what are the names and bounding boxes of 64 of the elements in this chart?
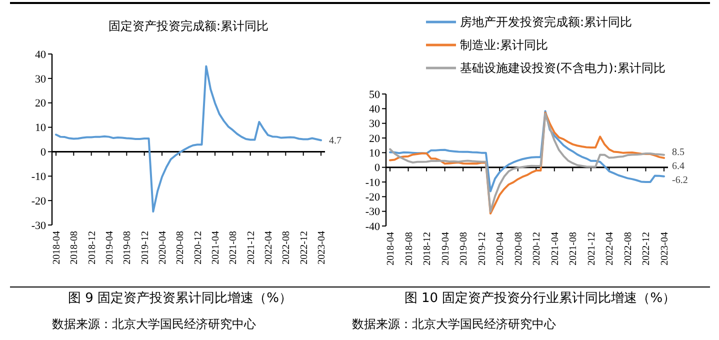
x-tick-label: 2022-12: [298, 231, 310, 264]
caption: 图 9 固定资产投资累计同比增速（%）: [68, 291, 292, 306]
x-tick-label: 2019-08: [122, 231, 134, 264]
x-tick-label: 2021-04: [550, 232, 561, 266]
x-tick-label: 2020-12: [192, 231, 204, 264]
annotation: 8.5: [672, 147, 684, 158]
x-tick-label: 2023-04: [660, 232, 670, 266]
x-tick-label: 2020-12: [532, 232, 543, 266]
x-tick-label: 2018-04: [386, 232, 396, 266]
y-tick-label: -30: [31, 220, 46, 232]
x-tick-label: 2018-04: [52, 231, 62, 264]
y-tick-label: -10: [365, 176, 380, 189]
x-tick-label: 2019-04: [104, 231, 116, 264]
y-tick-label: 0: [40, 146, 46, 159]
x-tick-label: 2019-08: [458, 232, 470, 266]
y-tick-label: 0: [374, 162, 380, 174]
x-tick-label: 2022-08: [622, 232, 634, 266]
chart-title: 固定资产投资完成额:累计同比: [108, 19, 269, 33]
y-tick-label: 20: [369, 132, 380, 145]
annotation: 4.7: [329, 136, 342, 147]
source-note: 数据来源：北京大学国民经济研究中心: [352, 317, 556, 331]
y-tick-label: 20: [35, 98, 46, 110]
annotation: 6.4: [672, 161, 684, 172]
y-tick-label: -20: [31, 195, 46, 208]
caption: 图 10 固定资产投资分行业累计同比增速（%）: [404, 291, 676, 306]
x-tick-label: 2021-08: [228, 231, 240, 264]
y-tick-label: 40: [35, 48, 46, 61]
annotation: -6.2: [672, 175, 688, 186]
y-tick-label: 40: [369, 104, 380, 116]
x-tick-label: 2020-08: [175, 231, 186, 264]
x-tick-label: 2019-12: [476, 232, 488, 266]
legend-label: 房地产开发投资完成额:累计同比: [460, 15, 632, 30]
x-tick-label: 2021-04: [210, 231, 222, 264]
x-tick-label: 2021-08: [568, 232, 580, 266]
x-tick-label: 2020-04: [158, 231, 168, 264]
x-tick-label: 2018-08: [404, 232, 415, 266]
x-tick-label: 2021-12: [586, 232, 598, 266]
y-tick-label: 30: [369, 118, 380, 130]
x-tick-label: 2019-04: [440, 232, 452, 266]
x-tick-label: 2019-12: [140, 231, 151, 264]
y-tick-label: -30: [365, 206, 380, 218]
x-tick-label: 2022-12: [641, 232, 652, 266]
line-series: [389, 110, 665, 192]
y-tick-label: -40: [365, 220, 380, 233]
x-tick-label: 2020-08: [513, 232, 524, 266]
x-tick-label: 2020-04: [495, 232, 506, 266]
x-tick-label: 2023-04: [316, 231, 328, 264]
y-tick-label: 10: [35, 122, 46, 134]
y-tick-label: 50: [369, 88, 380, 101]
line-series: [55, 65, 322, 213]
x-tick-label: 2022-04: [604, 232, 616, 266]
source-note: 数据来源：北京大学国民经济研究中心: [52, 317, 256, 331]
legend-label: 基础设施建设投资(不含电力):累计同比: [460, 61, 666, 76]
x-tick-label: 2018-12: [422, 232, 434, 266]
x-tick-label: 2018-08: [69, 231, 80, 264]
legend-label: 制造业:累计同比: [460, 38, 548, 52]
x-tick-label: 2021-12: [246, 231, 257, 264]
y-tick-label: 10: [369, 148, 380, 160]
x-tick-label: 2022-08: [281, 231, 292, 264]
y-tick-label: 30: [35, 73, 46, 86]
y-tick-label: -10: [31, 170, 46, 183]
y-tick-label: -20: [365, 192, 380, 204]
x-tick-label: 2018-12: [86, 231, 98, 264]
x-tick-label: 2022-04: [264, 231, 274, 264]
